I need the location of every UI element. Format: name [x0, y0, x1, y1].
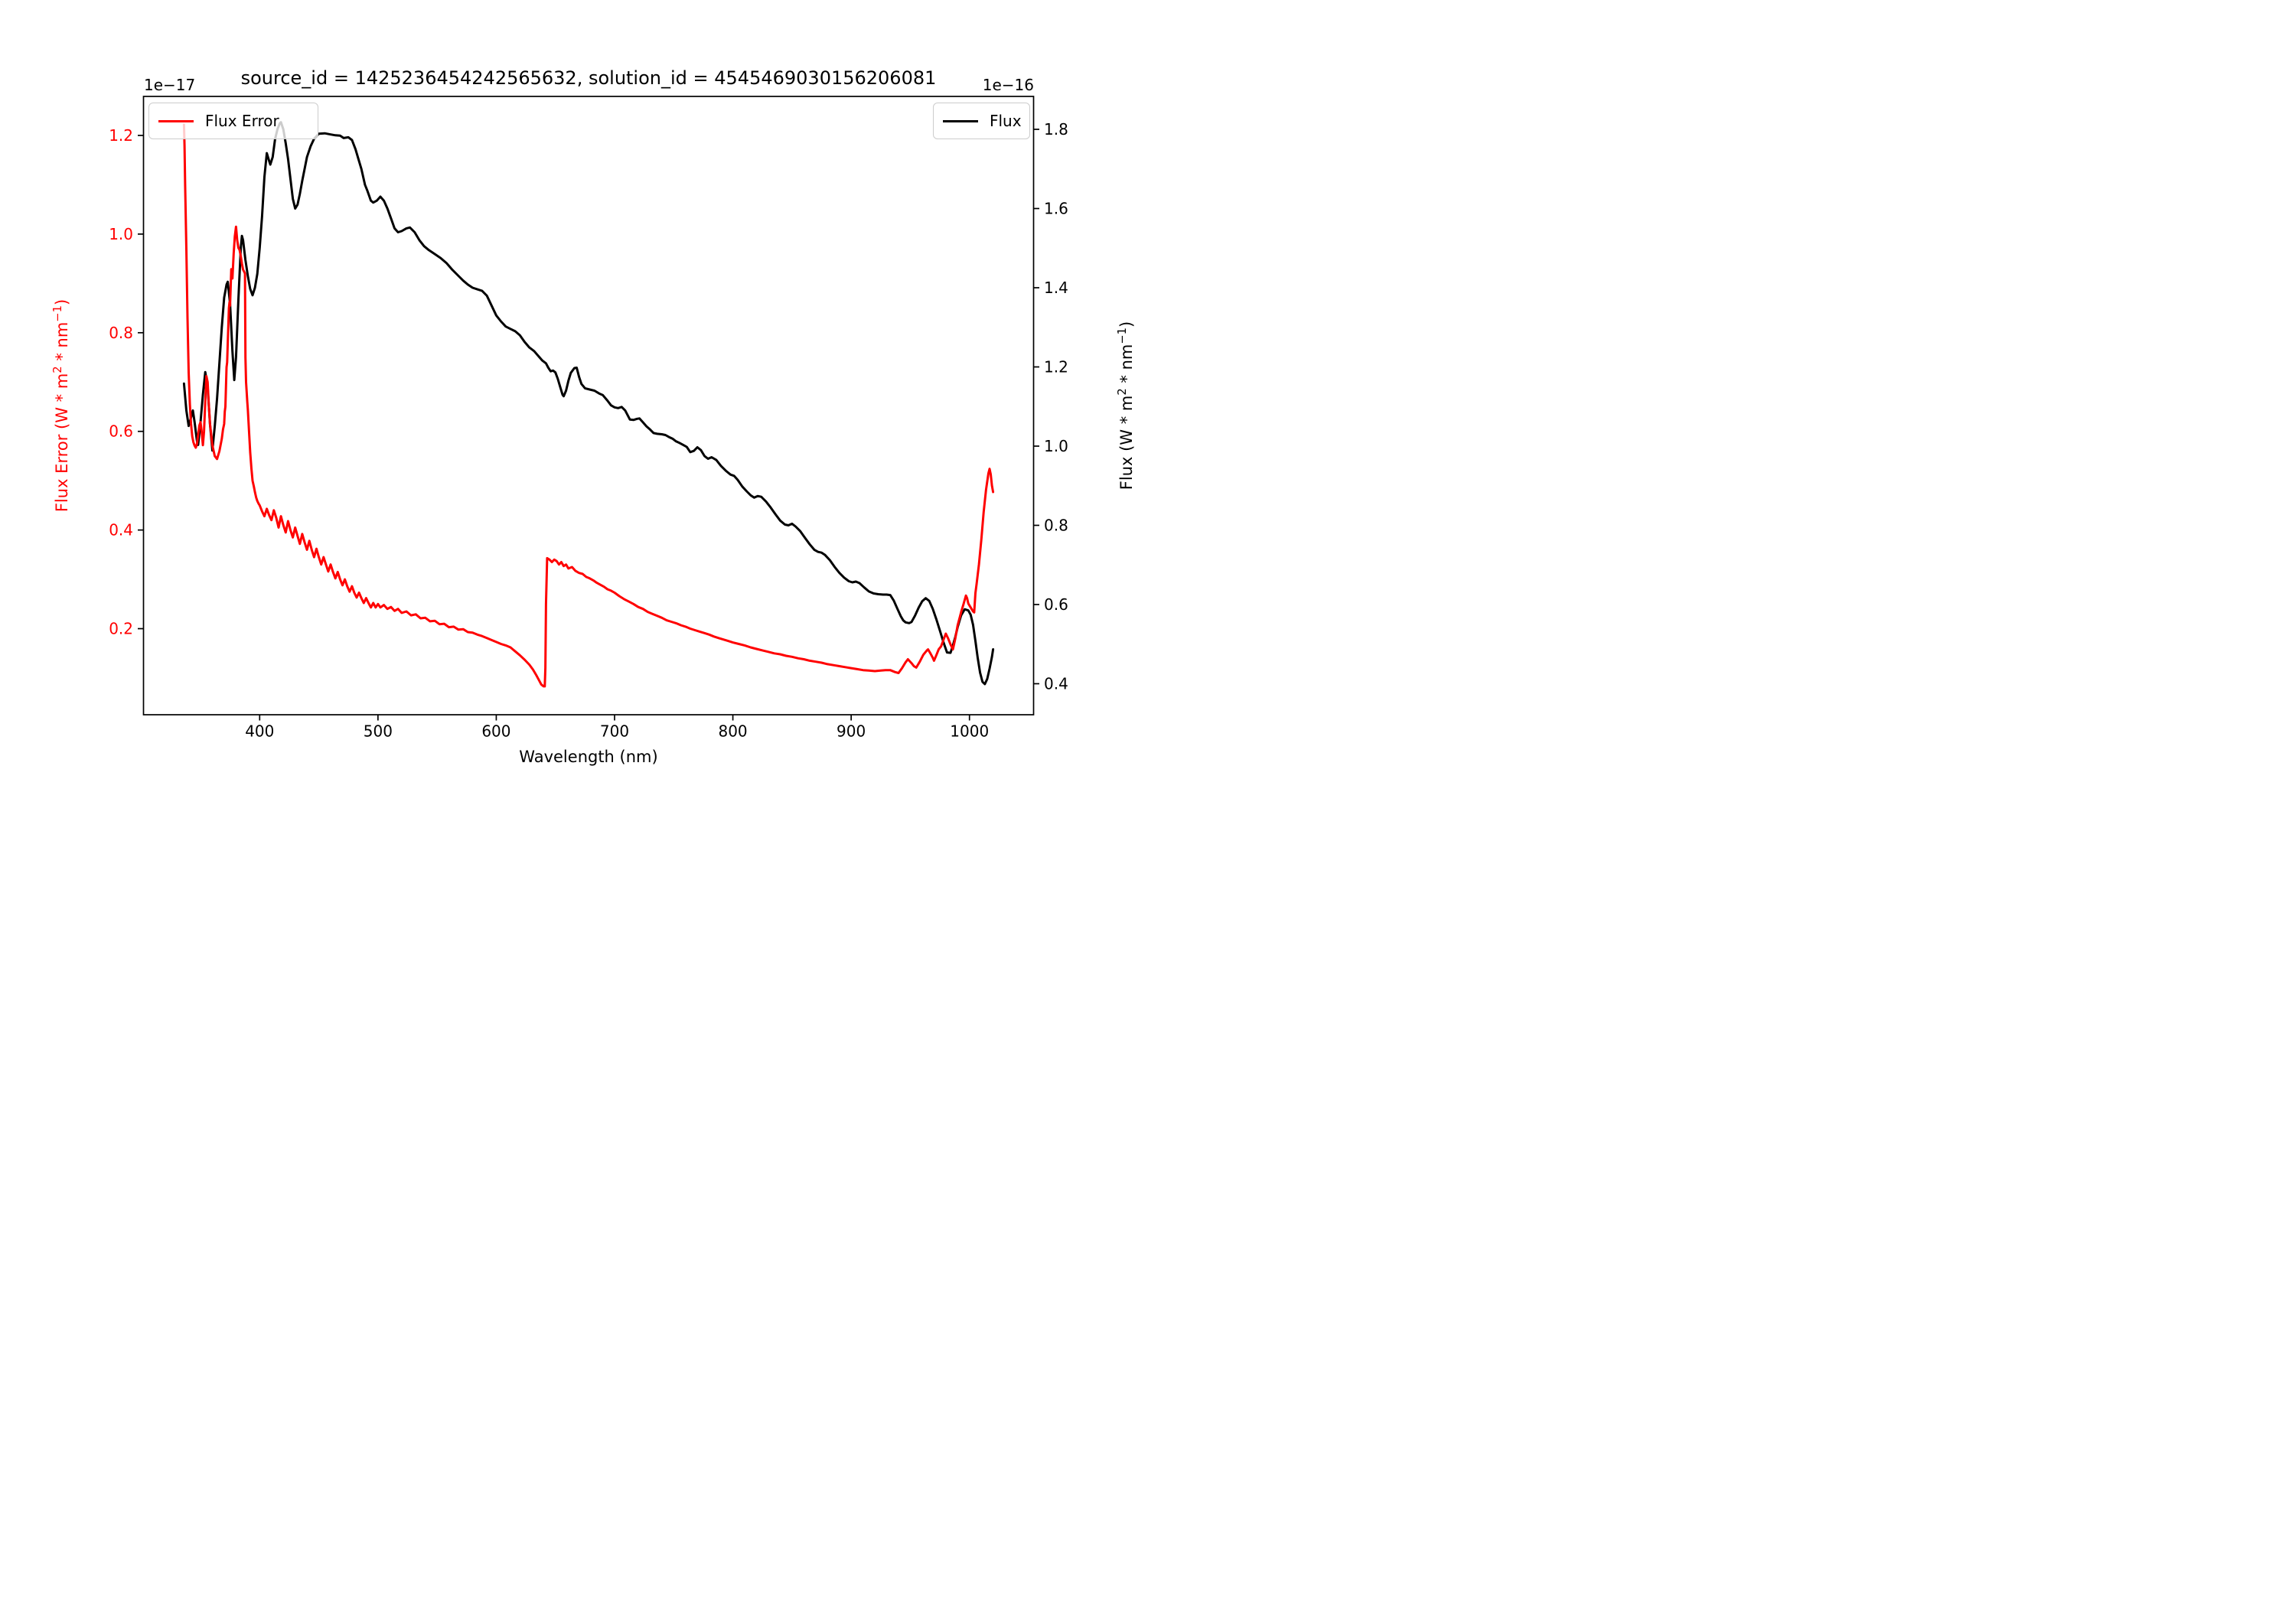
x-tick-label: 700	[600, 722, 629, 741]
right-y-tick-label: 1.2	[1044, 357, 1068, 376]
flux-error-curve	[182, 123, 995, 688]
right-axis-offset-text: 1e−16	[982, 76, 1034, 94]
axis-label-part: 2	[1116, 388, 1129, 396]
right-y-axis-label: Flux (W * m2 * nm−1)	[1116, 321, 1136, 490]
right-y-tick-label: 1.4	[1044, 279, 1068, 297]
x-tick-label: 1000	[950, 722, 989, 741]
x-tick-label: 800	[718, 722, 747, 741]
flux-error-legend-label: Flux Error	[205, 112, 279, 130]
right-y-tick-label: 0.8	[1044, 516, 1068, 534]
x-tick-label: 600	[481, 722, 510, 741]
x-tick-label: 900	[837, 722, 866, 741]
axis-label-part: Flux Error (W * m	[53, 373, 71, 513]
axis-label-part: Flux (W * m	[1117, 395, 1136, 491]
right-y-tick-label: 0.6	[1044, 595, 1068, 614]
plot-canvas: 400 500 600 700 800 900 1000 0.2 0.4 0.6 0.8 1.0 1.2…	[109, 96, 1068, 741]
right-y-tick-label: 1.8	[1044, 120, 1068, 139]
plot-title: source_id = 1425236454242565632, solutio…	[240, 67, 937, 89]
flux-legend-line	[943, 119, 978, 122]
left-y-tick-label: 1.2	[109, 126, 133, 145]
axis-label-part: * nm	[1117, 344, 1136, 389]
axis-label-part: )	[1117, 321, 1136, 328]
x-tick-label: 500	[364, 722, 393, 741]
x-axis-label: Wavelength (nm)	[519, 748, 658, 766]
right-y-tick-label: 0.4	[1044, 674, 1068, 693]
right-y-tick-label: 1.0	[1044, 437, 1068, 455]
axis-label-part: −1	[1116, 327, 1129, 344]
figure: 400 500 600 700 800 900 1000 0.2 0.4 0.6 0.8 1.0 1.2…	[0, 0, 1148, 804]
legend-flux: Flux	[933, 103, 1030, 139]
left-y-tick-label: 0.4	[109, 521, 133, 539]
left-y-tick-label: 0.2	[109, 620, 133, 638]
x-tick-label: 400	[245, 722, 274, 741]
flux-curve	[182, 121, 995, 686]
axis-label-part: )	[53, 298, 71, 306]
right-y-tick-label: 1.6	[1044, 199, 1068, 217]
axis-label-part: −1	[51, 305, 64, 322]
left-y-tick-label: 0.6	[109, 422, 133, 441]
axis-label-part: 2	[51, 366, 64, 373]
left-axis-offset-text: 1e−17	[144, 76, 196, 94]
flux-error-legend-line	[158, 119, 194, 122]
legend-flux-error: Flux Error	[148, 103, 318, 139]
flux-legend-label: Flux	[990, 112, 1022, 130]
axis-label-part: * nm	[53, 321, 71, 367]
left-y-tick-label: 0.8	[109, 324, 133, 342]
left-y-axis-label: Flux Error (W * m2 * nm−1)	[51, 299, 71, 512]
axes-spines	[142, 96, 1035, 715]
left-y-tick-label: 1.0	[109, 225, 133, 243]
